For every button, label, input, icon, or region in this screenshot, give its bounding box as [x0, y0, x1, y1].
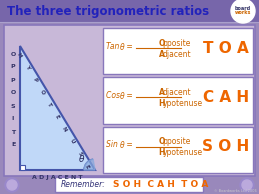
- Circle shape: [231, 0, 255, 23]
- Text: ypotenuse: ypotenuse: [162, 99, 203, 108]
- Text: O: O: [10, 90, 16, 95]
- Text: O: O: [39, 89, 45, 95]
- Circle shape: [7, 180, 17, 190]
- FancyBboxPatch shape: [0, 0, 259, 22]
- Text: H: H: [16, 52, 23, 58]
- FancyBboxPatch shape: [103, 127, 253, 173]
- Text: S O H: S O H: [202, 139, 249, 154]
- Text: O: O: [10, 51, 16, 56]
- Text: The three trigonometric ratios: The three trigonometric ratios: [7, 4, 209, 17]
- Text: A: A: [159, 88, 164, 97]
- Text: ypotenuse: ypotenuse: [162, 148, 203, 157]
- Text: $\theta$: $\theta$: [78, 153, 85, 164]
- Text: T: T: [11, 130, 15, 134]
- Text: A: A: [159, 50, 164, 59]
- Text: Sin: Sin: [106, 140, 120, 149]
- Text: O: O: [159, 39, 165, 48]
- Text: =: =: [124, 140, 133, 149]
- Polygon shape: [20, 165, 25, 170]
- Text: =: =: [124, 42, 133, 51]
- Text: =: =: [124, 91, 133, 100]
- Text: E: E: [84, 164, 90, 169]
- Polygon shape: [20, 46, 95, 170]
- Polygon shape: [84, 159, 95, 170]
- Text: Remember:: Remember:: [61, 180, 106, 189]
- Text: N: N: [61, 126, 68, 133]
- Text: E: E: [54, 114, 60, 120]
- Circle shape: [240, 178, 254, 192]
- Text: djacent: djacent: [162, 50, 191, 59]
- Circle shape: [242, 180, 252, 190]
- Text: S: S: [11, 104, 15, 108]
- Text: pposite: pposite: [162, 39, 191, 48]
- FancyBboxPatch shape: [4, 25, 255, 176]
- FancyBboxPatch shape: [103, 77, 253, 124]
- Text: $\theta$: $\theta$: [119, 139, 125, 150]
- Text: U: U: [69, 138, 75, 145]
- Text: P: P: [11, 64, 15, 69]
- Text: $\theta$: $\theta$: [119, 41, 125, 52]
- Text: T: T: [46, 101, 53, 107]
- Text: P: P: [31, 77, 38, 83]
- FancyBboxPatch shape: [103, 28, 253, 74]
- Text: H: H: [159, 148, 165, 157]
- Text: works: works: [235, 10, 251, 16]
- Text: Y: Y: [24, 64, 30, 70]
- Text: S: S: [76, 151, 83, 157]
- FancyBboxPatch shape: [55, 177, 203, 192]
- Text: Cos: Cos: [106, 91, 122, 100]
- Text: $\theta$: $\theta$: [119, 90, 125, 101]
- Text: P: P: [11, 77, 15, 82]
- Text: T O A: T O A: [203, 41, 249, 56]
- Text: H: H: [159, 99, 165, 108]
- Text: © Boardworks Ltd 2006: © Boardworks Ltd 2006: [214, 189, 257, 193]
- Text: pposite: pposite: [162, 137, 191, 146]
- Text: S O H  C A H  T O A: S O H C A H T O A: [113, 180, 208, 189]
- Text: djacent: djacent: [162, 88, 191, 97]
- Text: E: E: [11, 143, 15, 147]
- Circle shape: [5, 178, 19, 192]
- Text: I: I: [12, 117, 14, 121]
- Text: C A H: C A H: [203, 90, 249, 105]
- Text: Tan: Tan: [106, 42, 122, 51]
- Text: O: O: [159, 137, 165, 146]
- Text: A D J A C E N T: A D J A C E N T: [32, 174, 83, 179]
- Text: board: board: [235, 7, 251, 11]
